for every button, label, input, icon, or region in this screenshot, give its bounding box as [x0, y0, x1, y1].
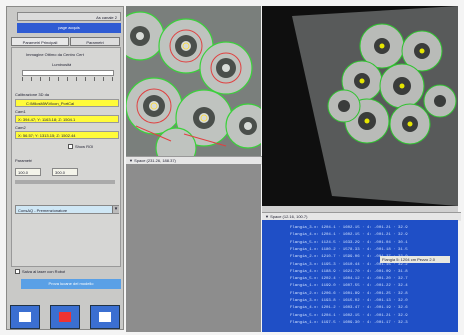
show-roi-checkbox[interactable]: [68, 144, 73, 149]
mode-dropdown[interactable]: ConsAQ - Premenzionatore: [15, 205, 119, 214]
log-line: Flangia_1.x: 1180.2 · 1578.33 · 4: -001.…: [290, 247, 408, 252]
log-line: Flangia_5.x: 1124.5 · 1633.29 · 4: -001.…: [290, 240, 408, 245]
log-line: Flangia_4.x: 1204.1 · 1602.15 · 4: -001.…: [290, 233, 408, 238]
slider-ticks: [22, 77, 114, 81]
camera-view-2[interactable]: [262, 6, 458, 206]
view2-status-bar: ▼ Space (12.16, 100.7): [262, 212, 461, 221]
log-line: Flangia_2.x: 1206.6 · 1601.89 · 4: -001.…: [290, 291, 408, 296]
log-line: Flangia_1.x: 1197.5 · 1609.30 · 4: -001.…: [290, 320, 408, 325]
test-model-button[interactable]: Prova lucane del modello: [21, 279, 121, 289]
luminosity-slider[interactable]: [22, 70, 114, 76]
cam2-label: Cam2: [15, 125, 26, 130]
taskbar: [10, 303, 126, 331]
log-line: Flangia_5.x: 1204.1 · 1602.15 · 4: -001.…: [290, 313, 408, 318]
log-line: Flangia_4.x: 1188.9 · 1621.70 · 4: -001.…: [290, 269, 408, 274]
param-slider[interactable]: [15, 180, 115, 184]
log-line: Flangia_2.x: 1210.7 · 1599.06 · 4: -001.…: [290, 255, 408, 260]
param-field-2[interactable]: 300.0: [52, 168, 78, 176]
app-icon-1[interactable]: [10, 305, 40, 329]
cam2-value-field[interactable]: X: 56.57; Y: 1313.15; Z: 1502.44: [15, 131, 119, 139]
calibration-path-field[interactable]: C:\MilosMW\Vicon_PortCal: [15, 99, 119, 107]
luminosity-label: Luminosità: [52, 62, 72, 67]
cam1-label: Cam1: [15, 109, 26, 114]
log-highlight: Flangia 5: 1204 cm Pezzo 2.0: [380, 256, 450, 263]
camera-2-image: [262, 6, 458, 206]
tab-main-params[interactable]: Parametri Principali: [11, 37, 69, 46]
param-field-1[interactable]: 100.0: [15, 168, 41, 176]
log-line: Flangia_1.x: 1199.0 · 1607.55 · 4: -001.…: [290, 284, 408, 289]
cam1-value-field[interactable]: X: 394.47; Y: 1163.18; Z: 1504.1: [15, 115, 119, 123]
view1-status-bar: ▼ Space (231.26, 188.37): [126, 156, 264, 165]
app-icon-3[interactable]: [90, 305, 120, 329]
camera-view-1[interactable]: [126, 6, 261, 156]
tab-bar: Parametri Principali Parametri: [9, 37, 123, 46]
log-line: Flangia_3.x: 1195.3 · 1610.44 · 4: -001.…: [290, 262, 408, 267]
control-panel: As canale 2 page acquis Parametri Princi…: [6, 6, 124, 330]
log-line: Flangia_3.x: 1193.8 · 1615.02 · 4: -001.…: [290, 299, 408, 303]
top-bar: As canale 2: [17, 12, 121, 21]
section-title: Immagine Ottimo da Centro Cert: [26, 52, 84, 57]
calibration-label: Calibrazione 3D da: [15, 92, 50, 97]
show-roi-label: Show ROI: [75, 144, 94, 149]
empty-panel: [126, 164, 261, 332]
results-log: Flangia_3.x: 1204.1 · 1602.15 · 4: -001.…: [262, 220, 458, 332]
log-line: Flangia_3.x: 1204.1 · 1602.15 · 4: -001.…: [290, 226, 408, 230]
params-group: Immagine Ottimo da Centro Cert Luminosit…: [11, 47, 121, 267]
view2-scrollbar[interactable]: [262, 206, 458, 212]
laser-checkbox-label: Salva al laser con Robot: [22, 269, 66, 274]
tab-params[interactable]: Parametri: [70, 37, 120, 46]
acquire-button[interactable]: page acquis: [17, 23, 121, 33]
params-label: Parametri: [15, 158, 33, 163]
log-line: Flangia_5.x: 1202.4 · 1604.12 · 4: -001.…: [290, 277, 408, 282]
chevron-down-icon[interactable]: ▾: [112, 206, 119, 213]
app-icon-2[interactable]: [50, 305, 80, 329]
camera-1-image: [126, 6, 261, 156]
laser-checkbox[interactable]: [15, 269, 20, 274]
log-line: Flangia_4.x: 1201.2 · 1603.47 · 4: -001.…: [290, 306, 408, 311]
